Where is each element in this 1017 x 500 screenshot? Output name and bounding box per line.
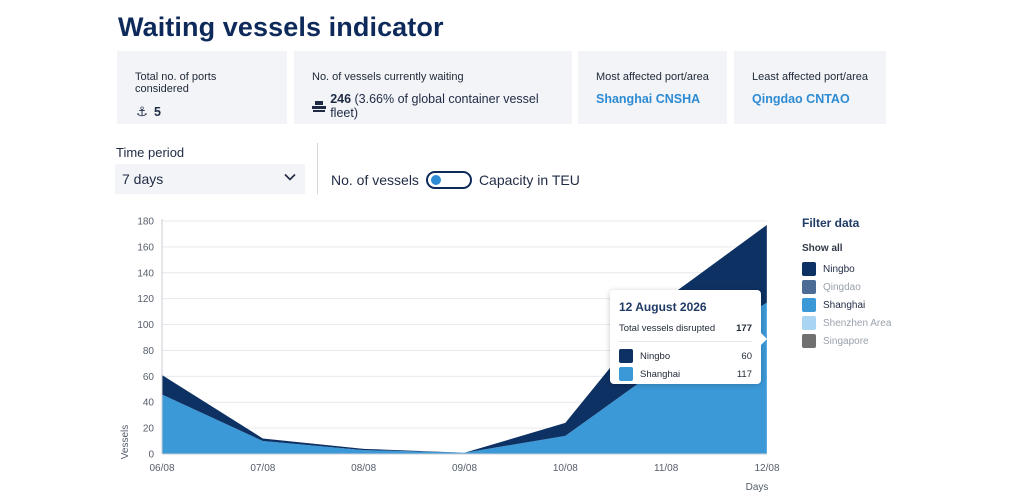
legend-item-singapore[interactable]: Singapore <box>802 332 891 350</box>
tooltip-row-name: Ningbo <box>640 350 671 362</box>
x-axis-label: Days <box>746 482 769 493</box>
time-period-select[interactable]: 7 days <box>115 164 305 194</box>
tooltip-swatch <box>619 349 633 363</box>
controls-divider <box>317 143 318 194</box>
legend-label: Shenzhen Area <box>823 317 892 329</box>
y-tick-label: 20 <box>143 424 155 435</box>
legend-item-qingdao[interactable]: Qingdao <box>802 278 891 296</box>
card-value: 5 <box>154 105 161 119</box>
card-vessels-waiting: No. of vessels currently waiting 246 (3.… <box>294 51 572 124</box>
x-tick-label: 07/08 <box>250 463 275 474</box>
legend-swatch <box>802 262 816 276</box>
card-value: 246 <box>330 92 352 106</box>
x-tick-label: 09/08 <box>452 463 477 474</box>
show-all-link[interactable]: Show all <box>802 243 843 254</box>
page-title: Waiting vessels indicator <box>118 12 444 42</box>
metric-toggle-switch[interactable] <box>425 171 472 189</box>
least-affected-port-link[interactable]: Qingdao CNTAO <box>752 92 850 106</box>
card-value-detail: (3.66% of global container vessel fleet) <box>330 92 539 120</box>
tooltip-row-name: Shanghai <box>640 368 681 380</box>
tooltip-row-shanghai: Shanghai 117 <box>619 365 752 383</box>
chart-tooltip: 12 August 2026 Total vessels disrupted 1… <box>610 290 767 384</box>
tooltip-swatch <box>619 367 633 381</box>
y-tick-label: 40 <box>143 398 155 409</box>
legend-item-shanghai[interactable]: Shanghai <box>802 296 891 314</box>
card-most-affected: Most affected port/area Shanghai CNSHA <box>578 51 727 124</box>
y-tick-label: 0 <box>148 450 154 461</box>
x-tick-label: 12/08 <box>754 463 779 474</box>
x-tick-label: 11/08 <box>654 463 679 474</box>
y-tick-label: 140 <box>137 268 154 279</box>
legend-label: Qingdao <box>823 281 861 293</box>
y-tick-label: 120 <box>137 294 154 305</box>
y-axis-label: Vessels <box>120 425 131 459</box>
y-tick-label: 160 <box>137 242 154 253</box>
card-label: Least affected port/area <box>752 71 868 83</box>
card-least-affected: Least affected port/area Qingdao CNTAO <box>734 51 886 124</box>
tooltip-total: Total vessels disrupted 177 <box>619 323 752 334</box>
tooltip-row-value: 60 <box>741 350 752 362</box>
tooltip-date: 12 August 2026 <box>619 300 707 314</box>
legend-title: Filter data <box>802 216 860 230</box>
toggle-knob <box>430 175 441 185</box>
y-tick-label: 180 <box>137 217 154 228</box>
card-label: No. of vessels currently waiting <box>312 71 464 83</box>
legend-list: Ningbo Qingdao Shanghai Shenzhen Area Singap… <box>802 260 891 350</box>
legend-item-ningbo[interactable]: Ningbo <box>802 260 891 278</box>
y-tick-label: 80 <box>143 346 155 357</box>
tooltip-row-value: 117 <box>736 368 752 380</box>
time-period-label: Time period <box>116 145 185 160</box>
legend-label: Shanghai <box>823 299 866 311</box>
card-total-ports: Total no. of ports considered ⚓ 5 <box>117 51 287 124</box>
most-affected-port-link[interactable]: Shanghai CNSHA <box>596 92 701 106</box>
card-label: Total no. of ports considered <box>135 71 217 95</box>
tooltip-total-value: 177 <box>736 323 752 334</box>
y-tick-label: 100 <box>137 320 154 331</box>
waiting-vessels-chart[interactable]: 0 20 40 60 80 100 120 140 160 180 06/08 07/08 08/08 0… <box>0 205 800 500</box>
legend-label: Singapore <box>823 335 869 347</box>
toggle-label-teu: Capacity in TEU <box>478 172 580 188</box>
anchor-icon: ⚓ <box>136 104 148 119</box>
legend-label: Ningbo <box>823 263 855 275</box>
chart-legend: Filter data Show all Ningbo Qingdao Shangh… <box>802 216 891 350</box>
area-series-shanghai[interactable] <box>162 302 767 454</box>
legend-swatch <box>802 316 816 330</box>
legend-item-shenzhen-area[interactable]: Shenzhen Area <box>802 314 891 332</box>
x-tick-label: 06/08 <box>149 463 174 474</box>
x-tick-label: 10/08 <box>553 463 578 474</box>
card-label: Most affected port/area <box>596 71 709 83</box>
tooltip-separator <box>619 341 752 342</box>
tooltip-row-ningbo: Ningbo 60 <box>619 347 752 365</box>
ship-icon <box>312 100 326 112</box>
tooltip-total-label: Total vessels disrupted <box>619 323 716 334</box>
x-tick-label: 08/08 <box>351 463 376 474</box>
chevron-down-icon <box>284 173 296 181</box>
legend-swatch <box>802 298 816 312</box>
time-period-value: 7 days <box>122 171 164 187</box>
area-series-ningbo[interactable] <box>162 224 767 453</box>
legend-swatch <box>802 280 816 294</box>
y-tick-label: 60 <box>143 372 155 383</box>
legend-swatch <box>802 334 816 348</box>
toggle-label-vessels: No. of vessels <box>331 172 419 188</box>
metric-toggle-row: No. of vessels Capacity in TEU <box>331 171 580 189</box>
